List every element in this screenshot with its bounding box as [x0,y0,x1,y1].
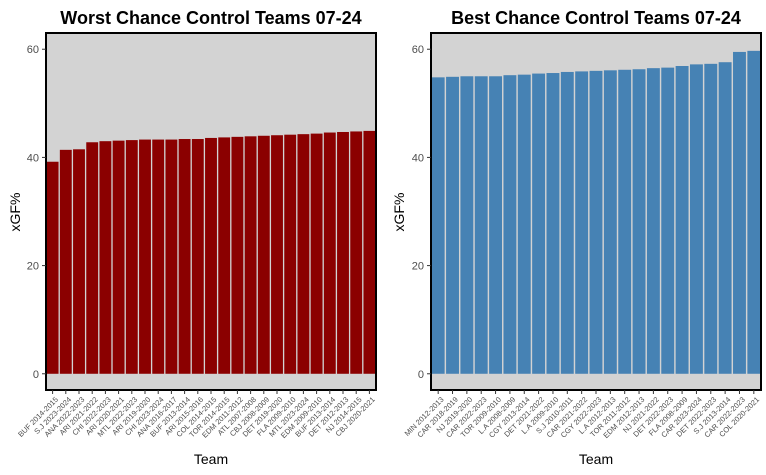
bar [603,70,617,374]
bar [59,149,72,374]
bar [675,66,689,374]
bar [560,71,574,374]
bar [191,139,204,374]
bar [337,131,349,374]
bar [271,135,283,374]
bar [125,140,138,374]
bar [517,74,531,374]
y-tick-label: 40 [412,152,424,164]
bar [178,139,191,374]
bar [460,76,474,374]
bar [73,149,85,374]
bar [99,141,112,374]
y-axis-label: xGF% [7,193,23,232]
bar [165,139,178,374]
x-axis-label: Team [194,451,228,467]
bar [231,136,244,374]
bar [489,76,503,374]
bar [618,69,632,374]
bar [218,137,231,374]
bar [718,62,732,374]
bar [575,71,589,374]
bar [689,64,703,374]
y-axis-label: xGF% [391,193,407,232]
bar [46,161,59,374]
bar [661,67,675,374]
bar [244,136,257,374]
bar [363,130,376,374]
bar [431,77,445,374]
bar [532,73,546,374]
bar [350,131,363,374]
bar [747,50,761,374]
bar [632,69,646,374]
bar [257,135,270,374]
bar [86,142,99,374]
y-tick-label: 0 [418,369,424,381]
bar [323,132,336,374]
y-tick-label: 60 [412,44,424,56]
bar [503,75,517,374]
bar [446,76,459,374]
best-chance-control-chart: Best Chance Control Teams 07-24 xGF% Tea… [391,8,762,467]
y-tick-label: 0 [33,369,39,381]
chart-title: Best Chance Control Teams 07-24 [451,8,741,28]
x-axis-label: Team [579,451,613,467]
bar [704,63,718,374]
bar [284,134,297,374]
bar [733,51,746,374]
bar [589,70,603,374]
bar [474,76,488,374]
bar [310,133,323,374]
chart-title: Worst Chance Control Teams 07-24 [60,8,361,28]
bar [205,137,217,374]
bar [646,68,660,374]
bar [139,139,151,374]
worst-chance-control-chart: Worst Chance Control Teams 07-24 xGF% Te… [7,8,377,467]
bar [112,140,125,374]
bar [152,139,165,374]
y-tick-label: 20 [412,261,424,273]
y-tick-label: 60 [27,44,39,56]
y-tick-label: 20 [27,261,39,273]
y-tick-label: 40 [27,152,39,164]
bar [546,73,560,374]
bar [297,134,310,374]
